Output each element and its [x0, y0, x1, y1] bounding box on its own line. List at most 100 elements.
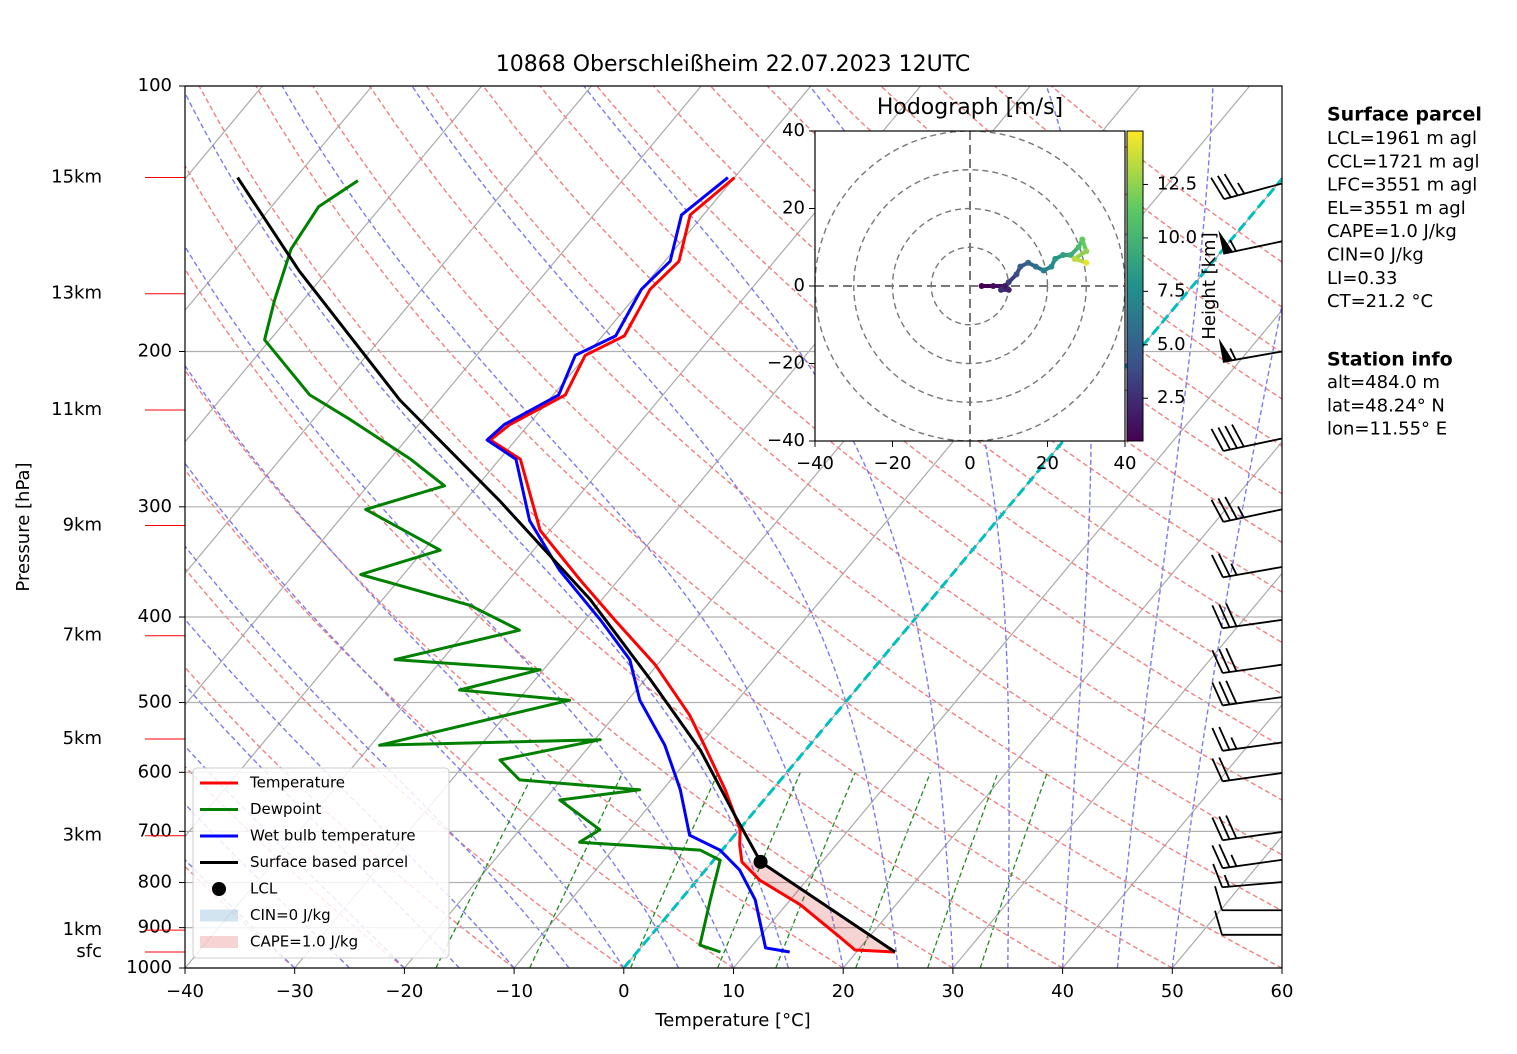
- freezing-isotherm: [622, 176, 1282, 968]
- height-label: 5km: [63, 728, 102, 749]
- legend-label: Temperature: [249, 774, 345, 792]
- chart-title: 10868 Oberschleißheim 22.07.2023 12UTC: [496, 52, 971, 77]
- x-tick-label: 20: [832, 981, 855, 1002]
- barb-shaft: [1223, 437, 1283, 452]
- height-label: 7km: [63, 625, 102, 646]
- hodograph-point: [1032, 263, 1039, 270]
- dry-adiabat: [425, 86, 1282, 801]
- info-panel: Surface parcel Station info LCL=1961 m a…: [1327, 104, 1482, 440]
- barb-feather: [1231, 424, 1245, 448]
- legend-label: Dewpoint: [250, 800, 321, 818]
- y-tick-label: 200: [138, 341, 172, 362]
- height-label: sfc: [76, 941, 102, 962]
- barb-feather: [1211, 605, 1224, 629]
- x-tick-label: 10: [722, 981, 745, 1002]
- barb-feather: [1210, 499, 1225, 523]
- info-line: CIN=0 J/kg: [1327, 245, 1424, 266]
- wind-barb: [1212, 863, 1283, 889]
- barb-half: [1229, 348, 1237, 361]
- x-tick-label: 20: [1036, 453, 1059, 474]
- wind-barb: [1211, 603, 1283, 630]
- mixing-ratio-line: [529, 772, 624, 968]
- y-tick-label: 500: [138, 691, 172, 712]
- hodograph-point: [1040, 267, 1047, 274]
- info-line: EL=3551 m agl: [1327, 198, 1466, 219]
- x-tick-label: −30: [276, 981, 314, 1002]
- barb-half: [1237, 182, 1246, 195]
- legend-label: Wet bulb temperature: [250, 827, 416, 845]
- barb-shaft: [1222, 881, 1283, 889]
- wind-barb: [1211, 553, 1283, 579]
- barb-feather: [1211, 758, 1224, 782]
- mixing-ratio-line: [629, 772, 719, 968]
- barb-feather: [1218, 604, 1231, 628]
- barb-feather: [1210, 177, 1225, 200]
- hodograph-point: [1005, 286, 1012, 293]
- isotherm: [842, 440, 1282, 968]
- barb-half: [1223, 874, 1231, 887]
- dry-adiabat: [255, 86, 1282, 968]
- barb-feather: [1225, 603, 1238, 627]
- barb-half: [1230, 854, 1238, 867]
- colorbar-label: Height [km]: [1199, 232, 1220, 339]
- moist-adiabat: [185, 462, 625, 968]
- info-line: lat=48.24° N: [1327, 395, 1445, 416]
- hodograph-point: [1052, 255, 1059, 262]
- barb-feather: [1211, 554, 1224, 578]
- wind-barb: [1214, 885, 1282, 912]
- hodograph-point: [990, 283, 997, 289]
- y-tick-label: 900: [138, 917, 172, 938]
- x-axis-label: Temperature [°C]: [654, 1010, 810, 1031]
- hodograph-point: [1013, 271, 1020, 278]
- barb-feather: [1218, 757, 1231, 781]
- x-tick-label: 40: [1114, 453, 1137, 474]
- moist-adiabat: [185, 618, 515, 968]
- wind-barb: [1211, 757, 1283, 783]
- dry-adiabat: [185, 267, 954, 968]
- y-tick-label: 600: [138, 761, 172, 782]
- profile-line: [485, 176, 790, 954]
- barb-feather: [1225, 647, 1238, 672]
- colorbar-tick-label: 5.0: [1157, 334, 1186, 355]
- y-tick-label: 300: [138, 496, 172, 517]
- isotherm: [185, 86, 592, 575]
- moist-adiabat: [411, 86, 899, 968]
- legend-label: LCL: [250, 880, 278, 898]
- hodograph-point: [1060, 252, 1066, 258]
- hodograph: Hodograph [m/s] −40 −20 0 20 40 −40 −20 0 20 40 2.…: [767, 95, 1220, 474]
- barb-feather: [1218, 681, 1231, 705]
- barb-feather: [1217, 175, 1232, 198]
- x-tick-label: 60: [1271, 981, 1294, 1002]
- info-line: lon=11.55° E: [1327, 419, 1447, 440]
- profile-line: [263, 179, 722, 954]
- legend-label: CAPE=1.0 J/kg: [250, 933, 358, 951]
- wind-barb: [1210, 424, 1283, 452]
- wind-barb: [1211, 844, 1283, 870]
- x-tick-label: 30: [941, 981, 964, 1002]
- info-heading: Surface parcel: [1327, 104, 1482, 126]
- info-line: alt=484.0 m: [1327, 372, 1440, 393]
- barb-feather: [1211, 649, 1224, 674]
- barb-half: [1230, 563, 1238, 576]
- info-line: CCL=1721 m agl: [1327, 151, 1480, 172]
- isotherm: [185, 86, 702, 706]
- isotherm: [952, 572, 1282, 968]
- x-tick-label: −10: [495, 981, 533, 1002]
- hodograph-point: [1083, 259, 1090, 266]
- hodograph-point: [1079, 236, 1086, 243]
- colorbar-tick-label: 2.5: [1157, 387, 1186, 408]
- y-axis-label: Pressure [hPa]: [13, 462, 34, 591]
- barb-feather: [1218, 726, 1231, 751]
- x-tick-label: 40: [1051, 981, 1074, 1002]
- barb-shaft: [1223, 508, 1283, 523]
- colorbar: [1126, 130, 1144, 442]
- dry-adiabat: [312, 86, 1282, 912]
- legend-swatch: [200, 909, 238, 922]
- barb-shaft: [1222, 618, 1283, 630]
- barb-shaft: [1222, 696, 1283, 707]
- y-tick-label: 0: [794, 275, 805, 296]
- info-line: CAPE=1.0 J/kg: [1327, 221, 1457, 242]
- info-line: CT=21.2 °C: [1327, 291, 1433, 312]
- x-tick-label: 0: [964, 453, 975, 474]
